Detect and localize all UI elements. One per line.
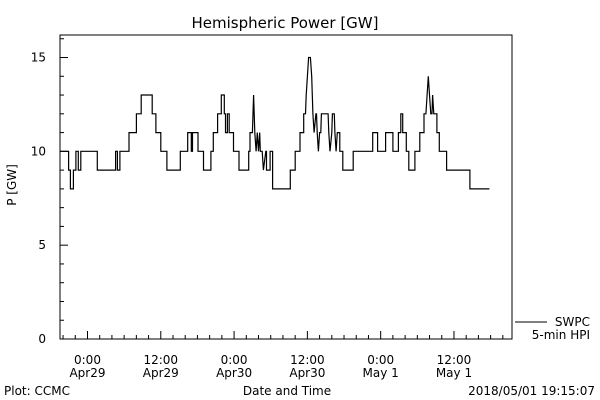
x-tick-time-label: 12:00	[437, 353, 472, 367]
plot-credit: Plot: CCMC	[4, 384, 70, 398]
plot-timestamp: 2018/05/01 19:15:07	[468, 384, 595, 398]
x-tick-time-label: 0:00	[74, 353, 101, 367]
x-tick-time-label: 12:00	[290, 353, 325, 367]
plot-frame	[59, 34, 513, 340]
y-tick-label: 10	[31, 144, 46, 158]
legend-label-hpi: 5-min HPI	[532, 328, 590, 342]
series-layer	[60, 56, 490, 190]
x-tick-date-label: May 1	[363, 366, 399, 380]
y-tick-label: 5	[38, 238, 46, 252]
y-axis-ticks: 0 5 10 15	[31, 38, 68, 346]
x-tick-date-label: May 1	[436, 366, 472, 380]
x-tick-date-label: Apr30	[289, 366, 325, 380]
x-tick-time-label: 0:00	[221, 353, 248, 367]
x-tick-time-label: 12:00	[143, 353, 178, 367]
x-tick-date-label: Apr29	[143, 366, 179, 380]
series-line-swpc	[60, 56, 490, 190]
y-tick-label: 15	[31, 51, 46, 65]
x-axis-label: Date and Time	[243, 384, 331, 398]
y-tick-label: 0	[38, 332, 46, 346]
x-tick-date-label: Apr30	[216, 366, 252, 380]
chart-title: Hemispheric Power [GW]	[192, 14, 379, 32]
x-tick-time-label: 0:00	[367, 353, 394, 367]
x-axis-ticks: 0:00Apr2912:00Apr290:00Apr3012:00Apr300:…	[62, 331, 504, 380]
x-tick-date-label: Apr29	[69, 366, 105, 380]
legend-label-swpc: SWPC	[555, 315, 590, 329]
y-axis-label: P [GW]	[5, 164, 19, 206]
